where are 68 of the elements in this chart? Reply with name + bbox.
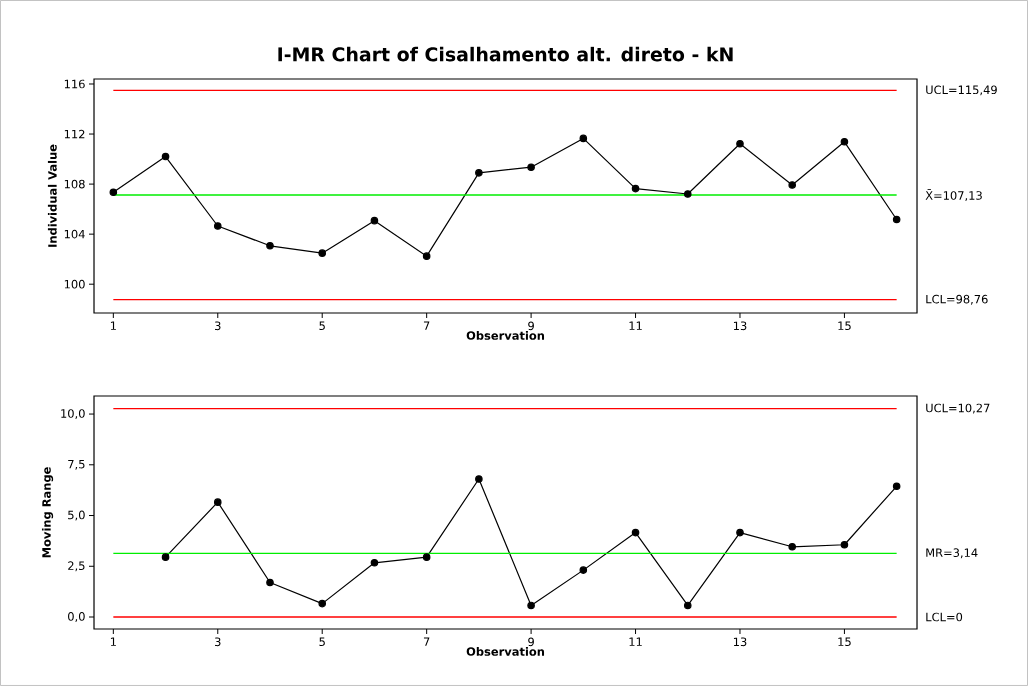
- x-tick-label: 15: [838, 321, 851, 331]
- y-tick-label: 112: [64, 129, 85, 139]
- x-tick-label: 13: [733, 321, 747, 331]
- point: [109, 188, 118, 197]
- x-tick-label: 7: [423, 637, 430, 646]
- ref-line-label: MR=3,14: [926, 548, 978, 559]
- point: [318, 249, 327, 257]
- point: [683, 601, 692, 610]
- ref-line-label: LCL=0: [926, 612, 963, 622]
- x-tick-label: 13: [733, 637, 747, 647]
- point: [370, 559, 379, 567]
- x-tick-label: 1: [110, 321, 116, 330]
- ref-line-label: UCL=115,49: [926, 85, 997, 96]
- x-axis-title: Observation: [466, 331, 545, 340]
- x-tick-label: 15: [838, 637, 851, 647]
- point: [892, 215, 901, 224]
- x-tick-label: 5: [319, 321, 325, 331]
- x-tick-label: 9: [528, 321, 534, 331]
- point: [161, 152, 170, 161]
- point: [475, 475, 483, 483]
- x-axis-title: Observation: [466, 647, 545, 656]
- x-tick-label: 11: [629, 637, 642, 646]
- point: [422, 252, 431, 260]
- point: [579, 566, 588, 574]
- point: [266, 241, 274, 250]
- point: [370, 216, 379, 225]
- point: [840, 138, 849, 146]
- point: [631, 528, 640, 537]
- point: [788, 181, 797, 189]
- point: [266, 578, 274, 587]
- ref-line-label: UCL=10,27: [926, 403, 990, 414]
- y-tick-label: 108: [64, 179, 85, 189]
- point: [161, 553, 170, 561]
- point: [422, 553, 431, 561]
- x-tick-label: 7: [423, 321, 430, 330]
- x-tick-label: 9: [528, 637, 534, 647]
- point: [213, 498, 222, 506]
- point: [683, 190, 692, 198]
- x-tick-label: 3: [215, 321, 221, 331]
- point: [736, 528, 744, 537]
- y-tick-label: 116: [64, 79, 85, 89]
- point: [840, 540, 849, 549]
- point: [527, 163, 535, 171]
- x-tick-label: 3: [215, 637, 221, 647]
- point: [631, 184, 640, 193]
- y-tick-label: 2,5: [68, 561, 85, 572]
- y-tick-label: 100: [64, 279, 85, 289]
- point: [527, 601, 535, 610]
- y-tick-label: 7,5: [68, 459, 85, 470]
- ref-line-label: X̄=107,13: [925, 189, 982, 201]
- ref-line-label: LCL=98,76: [926, 294, 988, 305]
- x-tick-label: 11: [629, 321, 642, 330]
- y-axis-title: Moving Range: [41, 467, 54, 558]
- point: [892, 482, 901, 491]
- point: [213, 222, 222, 230]
- chart-title: I-MR Chart of Cisalhamento alt. direto - kN: [278, 46, 733, 62]
- point: [736, 140, 744, 148]
- y-axis-title: Individual Value: [47, 144, 57, 247]
- y-tick-label: 10,0: [61, 409, 85, 419]
- y-tick-label: 0,0: [68, 612, 85, 622]
- x-tick-label: 1: [110, 637, 116, 646]
- y-tick-label: 5,0: [68, 510, 85, 521]
- point: [318, 599, 327, 608]
- y-tick-label: 104: [64, 229, 85, 239]
- point: [788, 542, 797, 551]
- x-tick-label: 5: [319, 637, 325, 647]
- point: [579, 134, 588, 143]
- point: [475, 169, 483, 177]
